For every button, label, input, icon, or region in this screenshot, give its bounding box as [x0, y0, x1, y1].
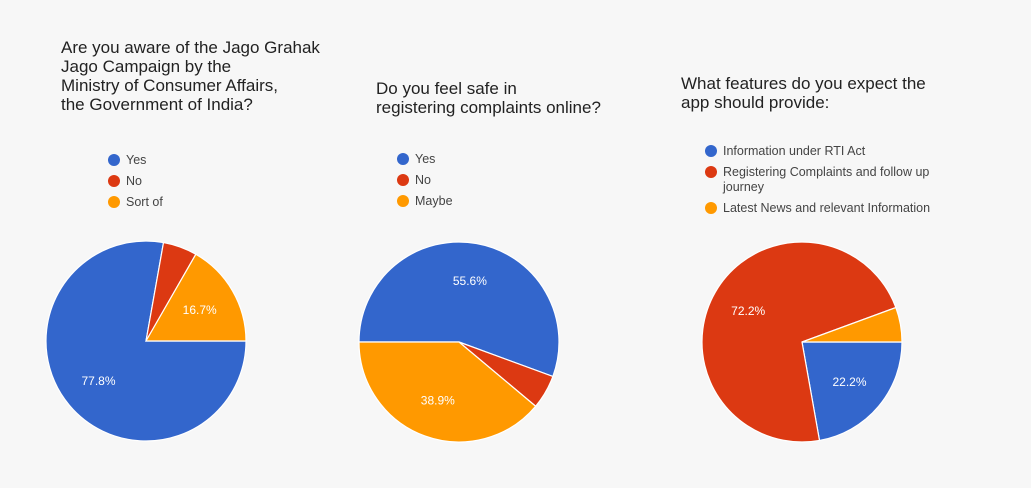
legend-item[interactable]: Information under RTI Act	[705, 144, 930, 159]
legend-item[interactable]: Yes	[108, 153, 163, 168]
legend-label-continuation: journey	[723, 180, 764, 194]
legend-marker	[108, 175, 120, 187]
chart-title: What features do you expect the app shou…	[681, 74, 926, 112]
legend-label: No	[126, 174, 142, 188]
legend-label: Maybe	[415, 194, 453, 208]
legend-item[interactable]: Sort of	[108, 195, 163, 210]
chart-title-line: Ministry of Consumer Affairs,	[61, 76, 278, 95]
legend-label: Registering Complaints and follow up	[723, 165, 930, 179]
legend-marker	[397, 153, 409, 165]
legend-marker	[705, 202, 717, 214]
chart-title-line: Do you feel safe in	[376, 79, 517, 98]
chart-panel-safety: Do you feel safe in registering complain…	[340, 0, 670, 488]
chart-panel-awareness: Are you aware of the Jago Grahak Jago Ca…	[0, 0, 340, 488]
legend-item[interactable]: Latest News and relevant Information	[705, 201, 930, 216]
legend-marker	[705, 166, 717, 178]
chart-panel-features: What features do you expect the app shou…	[670, 0, 1031, 488]
pie-slice[interactable]	[701, 241, 897, 443]
pie-slice[interactable]	[144, 253, 247, 342]
legend-marker	[397, 174, 409, 186]
chart-legend: Yes No Maybe	[397, 152, 453, 215]
pie-slice-label: 16.7%	[183, 303, 217, 317]
pie-chart: 55.6% 38.9%	[358, 241, 560, 443]
chart-title-line: Are you aware of the Jago Grahak	[61, 38, 320, 57]
legend-label: No	[415, 173, 431, 187]
pie-slice[interactable]	[801, 341, 903, 442]
legend-item[interactable]: No	[108, 174, 163, 189]
legend-item[interactable]: Maybe	[397, 194, 453, 209]
legend-label: Sort of	[126, 195, 163, 209]
legend-marker	[108, 196, 120, 208]
legend-marker	[705, 145, 717, 157]
legend-label: Yes	[126, 153, 147, 167]
chart-title-line: app should provide:	[681, 93, 830, 112]
pie-chart: 77.8% 16.7%	[45, 240, 247, 442]
legend-item[interactable]: Registering Complaints and follow up jour…	[705, 165, 930, 195]
pie-slice[interactable]	[358, 241, 560, 378]
legend-label: Yes	[415, 152, 436, 166]
chart-title-line: Jago Campaign by the	[61, 57, 232, 76]
chart-title-line: What features do you expect the	[681, 74, 926, 93]
legend-marker	[108, 154, 120, 166]
pie-slice[interactable]	[45, 240, 247, 442]
pie-slice[interactable]	[358, 341, 537, 443]
pie-slice-label: 72.2%	[731, 304, 765, 318]
chart-title-line: the Government of India?	[61, 95, 253, 114]
pie-slice[interactable]	[801, 306, 903, 343]
chart-legend: Information under RTI Act Registering Co…	[705, 144, 930, 222]
chart-legend: Yes No Sort of	[108, 153, 163, 216]
pie-slice-label: 38.9%	[421, 393, 455, 407]
chart-title-line: registering complaints online?	[376, 98, 601, 117]
legend-item[interactable]: No	[397, 173, 453, 188]
legend-label: Information under RTI Act	[723, 144, 866, 158]
pie-slice-label: 55.6%	[453, 274, 487, 288]
legend-label: Latest News and relevant Information	[723, 201, 931, 215]
legend-marker	[397, 195, 409, 207]
pie-chart: 22.2% 72.2%	[701, 241, 903, 443]
pie-slice-label: 77.8%	[81, 374, 115, 388]
legend-item[interactable]: Yes	[397, 152, 453, 167]
chart-title: Do you feel safe in registering complain…	[376, 79, 601, 117]
chart-title: Are you aware of the Jago Grahak Jago Ca…	[61, 38, 320, 114]
pie-slice-label: 22.2%	[832, 375, 866, 389]
